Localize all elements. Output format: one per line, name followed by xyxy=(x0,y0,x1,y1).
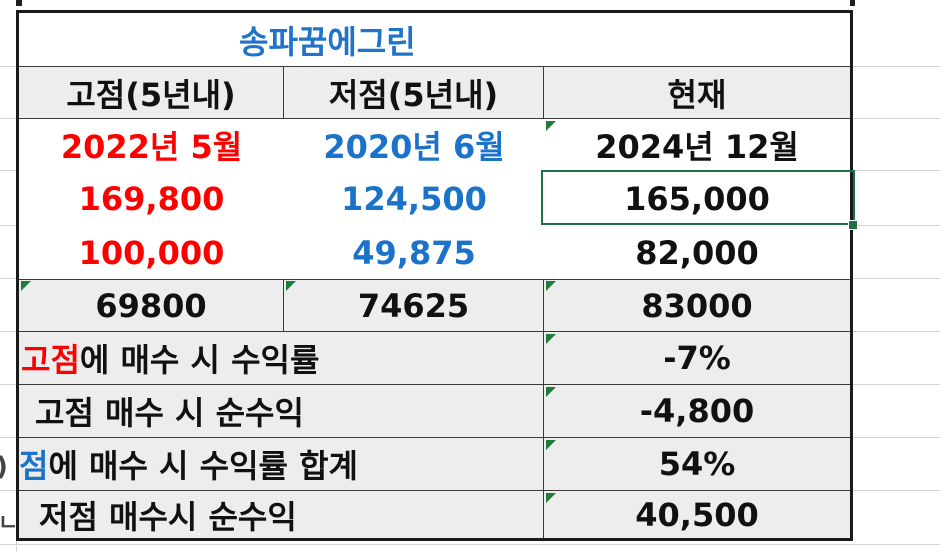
error-indicator-icon xyxy=(546,440,556,450)
price-high[interactable]: 169,800 xyxy=(19,171,284,226)
price-current[interactable]: 165,000 xyxy=(544,171,850,226)
error-indicator-icon xyxy=(546,281,556,291)
diff-current[interactable]: 83000 xyxy=(544,279,850,332)
date-low[interactable]: 2020년 6월 xyxy=(284,119,544,171)
diff-low[interactable]: 74625 xyxy=(284,279,544,332)
summary-label-1[interactable]: 고점 매수 시 순수익 xyxy=(19,385,544,438)
header-low[interactable]: 저점(5년내) xyxy=(284,67,544,119)
clipped-glyph: ) xyxy=(0,452,8,482)
date-current[interactable]: 2024년 12월 xyxy=(544,119,850,171)
summary-label-2-prefix: 점 xyxy=(19,447,49,485)
summary-label-2-suffix: 에 매수 시 수익률 합계 xyxy=(48,447,358,485)
summary-label-0[interactable]: 고점 에 매수 시 수익률 xyxy=(19,332,544,385)
clipped-glyph: ㄴ xyxy=(0,511,19,536)
summary-value-1[interactable]: -4,800 xyxy=(544,385,850,438)
second-current[interactable]: 82,000 xyxy=(544,226,850,279)
header-current[interactable]: 현재 xyxy=(544,67,850,119)
error-indicator-icon xyxy=(546,493,556,503)
summary-value-0[interactable]: -7% xyxy=(544,332,850,385)
error-indicator-icon xyxy=(21,281,31,291)
summary-value-3[interactable]: 40,500 xyxy=(544,491,850,538)
diff-high[interactable]: 69800 xyxy=(19,279,284,332)
error-indicator-icon xyxy=(546,387,556,397)
grid-line xyxy=(0,544,940,545)
second-high[interactable]: 100,000 xyxy=(19,226,284,279)
summary-label-0-suffix: 에 매수 시 수익률 xyxy=(79,341,320,379)
summary-label-3[interactable]: 저점 매수시 순수익 xyxy=(19,491,544,538)
price-low[interactable]: 124,500 xyxy=(284,171,544,226)
summary-label-0-prefix: 고점 xyxy=(21,341,80,379)
date-high[interactable]: 2022년 5월 xyxy=(19,119,284,171)
fill-handle[interactable] xyxy=(848,220,858,230)
clipped-row-above xyxy=(0,0,940,10)
second-low[interactable]: 49,875 xyxy=(284,226,544,279)
error-indicator-icon xyxy=(546,121,556,131)
summary-value-2[interactable]: 54% xyxy=(544,438,850,491)
data-table: 송파꿈에그린 고점(5년내) 저점(5년내) 현재 2022년 5월 2020년… xyxy=(16,10,853,541)
error-indicator-icon xyxy=(286,281,296,291)
error-indicator-icon xyxy=(546,334,556,344)
header-high[interactable]: 고점(5년내) xyxy=(19,67,284,119)
table-title[interactable]: 송파꿈에그린 xyxy=(19,13,850,67)
